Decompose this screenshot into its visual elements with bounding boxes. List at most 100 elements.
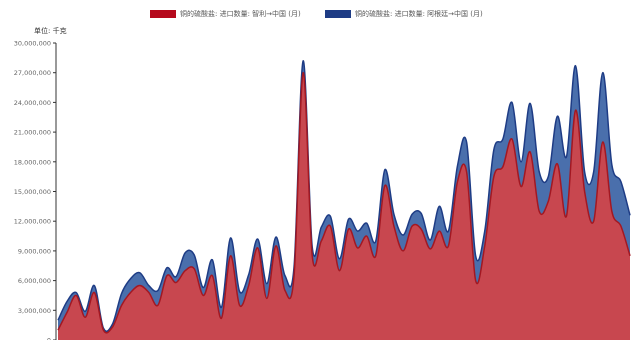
data-point-chile[interactable] <box>520 185 523 188</box>
data-point-argentina[interactable] <box>338 257 341 260</box>
data-point-chile[interactable] <box>411 225 414 228</box>
data-point-argentina[interactable] <box>610 163 613 166</box>
data-point-chile[interactable] <box>374 254 377 257</box>
data-point-argentina[interactable] <box>238 290 241 293</box>
data-point-argentina[interactable] <box>374 240 377 243</box>
data-point-chile[interactable] <box>220 317 223 320</box>
data-point-chile[interactable] <box>474 279 477 282</box>
data-point-argentina[interactable] <box>211 258 214 261</box>
data-point-argentina[interactable] <box>293 265 296 268</box>
data-point-argentina[interactable] <box>356 230 359 233</box>
data-point-argentina[interactable] <box>456 164 459 167</box>
data-point-chile[interactable] <box>402 249 405 252</box>
data-point-argentina[interactable] <box>111 323 114 326</box>
data-point-chile[interactable] <box>293 274 296 277</box>
data-point-argentina[interactable] <box>265 282 268 285</box>
data-point-chile[interactable] <box>456 180 459 183</box>
data-point-argentina[interactable] <box>365 222 368 225</box>
data-point-chile[interactable] <box>429 247 432 250</box>
data-point-chile[interactable] <box>610 210 613 213</box>
data-point-chile[interactable] <box>556 162 559 165</box>
data-point-argentina[interactable] <box>247 273 250 276</box>
data-point-chile[interactable] <box>547 200 550 203</box>
data-point-chile[interactable] <box>565 215 568 218</box>
data-point-argentina[interactable] <box>165 266 168 269</box>
data-point-argentina[interactable] <box>529 102 532 105</box>
data-point-argentina[interactable] <box>492 148 495 151</box>
data-point-chile[interactable] <box>365 235 368 238</box>
data-point-chile[interactable] <box>265 297 268 300</box>
data-point-argentina[interactable] <box>193 253 196 256</box>
data-point-chile[interactable] <box>538 210 541 213</box>
data-point-argentina[interactable] <box>619 180 622 183</box>
data-point-argentina[interactable] <box>474 254 477 257</box>
data-point-argentina[interactable] <box>583 170 586 173</box>
data-point-chile[interactable] <box>111 326 114 329</box>
data-point-argentina[interactable] <box>120 292 123 295</box>
data-point-chile[interactable] <box>420 228 423 231</box>
data-point-chile[interactable] <box>320 240 323 243</box>
data-point-chile[interactable] <box>274 244 277 247</box>
data-point-argentina[interactable] <box>565 155 568 158</box>
data-point-argentina[interactable] <box>283 274 286 277</box>
data-point-argentina[interactable] <box>102 327 105 330</box>
data-point-chile[interactable] <box>583 190 586 193</box>
data-point-chile[interactable] <box>347 228 350 231</box>
data-point-chile[interactable] <box>202 294 205 297</box>
data-point-chile[interactable] <box>283 289 286 292</box>
legend-item-chile[interactable]: 铜的硫酸盐: 进口数量: 智利→中国 (月) <box>150 7 301 21</box>
data-point-chile[interactable] <box>510 138 513 141</box>
data-point-argentina[interactable] <box>320 226 323 229</box>
data-point-chile[interactable] <box>129 291 132 294</box>
data-point-argentina[interactable] <box>402 234 405 237</box>
data-point-chile[interactable] <box>247 284 250 287</box>
data-point-argentina[interactable] <box>465 141 468 144</box>
data-point-chile[interactable] <box>156 304 159 307</box>
data-point-chile[interactable] <box>338 269 341 272</box>
data-point-chile[interactable] <box>501 165 504 168</box>
data-point-chile[interactable] <box>184 269 187 272</box>
data-point-argentina[interactable] <box>93 284 96 287</box>
data-point-chile[interactable] <box>66 311 69 314</box>
data-point-chile[interactable] <box>84 316 87 319</box>
data-point-argentina[interactable] <box>538 170 541 173</box>
data-point-argentina[interactable] <box>75 291 78 294</box>
data-point-argentina[interactable] <box>438 205 441 208</box>
data-point-chile[interactable] <box>465 170 468 173</box>
data-point-chile[interactable] <box>93 291 96 294</box>
data-point-chile[interactable] <box>492 175 495 178</box>
data-point-argentina[interactable] <box>84 310 87 313</box>
data-point-chile[interactable] <box>302 71 305 74</box>
data-point-chile[interactable] <box>256 246 259 249</box>
data-point-chile[interactable] <box>229 254 232 257</box>
data-point-chile[interactable] <box>383 184 386 187</box>
data-point-chile[interactable] <box>329 225 332 228</box>
data-point-chile[interactable] <box>193 267 196 270</box>
data-point-argentina[interactable] <box>202 286 205 289</box>
legend-item-argentina[interactable]: 铜的硫酸盐: 进口数量: 阿根廷→中国 (月) <box>325 7 483 21</box>
data-point-argentina[interactable] <box>229 237 232 240</box>
data-point-argentina[interactable] <box>447 230 450 233</box>
data-point-chile[interactable] <box>447 244 450 247</box>
data-point-argentina[interactable] <box>483 230 486 233</box>
data-point-argentina[interactable] <box>510 101 513 104</box>
data-point-chile[interactable] <box>529 150 532 153</box>
data-point-argentina[interactable] <box>501 138 504 141</box>
data-point-chile[interactable] <box>211 274 214 277</box>
data-point-argentina[interactable] <box>184 251 187 254</box>
data-point-argentina[interactable] <box>592 170 595 173</box>
data-point-argentina[interactable] <box>329 215 332 218</box>
data-point-argentina[interactable] <box>138 271 141 274</box>
data-point-argentina[interactable] <box>420 212 423 215</box>
data-point-chile[interactable] <box>629 254 632 257</box>
data-point-chile[interactable] <box>175 281 178 284</box>
data-point-chile[interactable] <box>592 220 595 223</box>
data-point-chile[interactable] <box>574 109 577 112</box>
data-point-chile[interactable] <box>238 304 241 307</box>
data-point-argentina[interactable] <box>347 218 350 221</box>
data-point-argentina[interactable] <box>520 160 523 163</box>
data-point-chile[interactable] <box>619 225 622 228</box>
data-point-argentina[interactable] <box>66 300 69 303</box>
data-point-chile[interactable] <box>147 291 150 294</box>
data-point-chile[interactable] <box>75 294 78 297</box>
